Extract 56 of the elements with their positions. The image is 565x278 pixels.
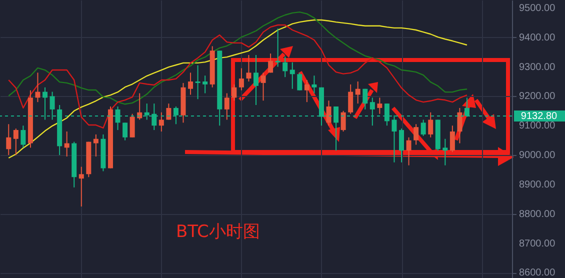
candlestick	[137, 92, 142, 120]
candlestick	[414, 124, 419, 146]
candlestick	[340, 110, 346, 132]
candlestick	[93, 134, 98, 158]
candlestick	[195, 64, 200, 100]
candlestick	[122, 122, 128, 141]
candlestick	[238, 68, 244, 91]
candlestick	[450, 125, 455, 153]
candlestick	[406, 136, 412, 166]
candlestick	[275, 28, 280, 68]
y-tick-label: 9400.00	[519, 32, 556, 44]
candlestick	[268, 53, 274, 74]
candlestick	[13, 128, 18, 156]
candlestick	[166, 103, 172, 120]
y-tick-label: 9300.00	[519, 62, 556, 73]
candlestick	[158, 112, 164, 132]
candlestick	[428, 112, 434, 138]
candlestick	[246, 54, 252, 82]
candlestick	[130, 113, 135, 138]
candlestick	[35, 72, 40, 103]
candlestick	[312, 75, 317, 94]
candlestick	[326, 100, 332, 126]
y-tick-label: 9000.00	[519, 150, 556, 162]
candlestick	[355, 80, 360, 104]
candlestick	[202, 75, 208, 94]
y-tick-label: 9200.00	[519, 91, 556, 102]
candlestick	[304, 80, 310, 103]
y-tick-label: 8700.00	[519, 238, 556, 250]
candlestick	[362, 88, 368, 110]
candlestick	[188, 72, 194, 96]
candlestick	[64, 131, 70, 158]
candlestick	[297, 72, 302, 91]
y-tick-label: 8900.00	[519, 179, 556, 190]
candlestick	[282, 56, 288, 78]
candlestick	[254, 54, 258, 106]
line-series	[8, 11, 468, 105]
candlestick	[290, 62, 295, 90]
candlestick	[20, 125, 26, 148]
y-tick-label: 9500.00	[519, 2, 556, 14]
y-tick-label: 9100.00	[519, 120, 556, 132]
ref-line-label: 9132.80	[520, 110, 558, 122]
candlestick	[224, 92, 230, 120]
candlestick	[232, 84, 237, 102]
candlestick	[442, 138, 448, 166]
candlestick	[457, 107, 462, 144]
candlestick	[420, 119, 426, 136]
candlestick	[6, 124, 12, 156]
y-tick-label: 8600.00	[519, 268, 556, 278]
y-tick-label: 8800.00	[519, 208, 556, 220]
candlestick	[399, 128, 404, 163]
candlestick	[78, 166, 84, 208]
candlestick	[260, 72, 266, 102]
line-series	[8, 19, 468, 159]
candlestick	[348, 84, 354, 114]
candlestick	[377, 97, 382, 114]
annotation: BTC小时图	[176, 222, 260, 242]
